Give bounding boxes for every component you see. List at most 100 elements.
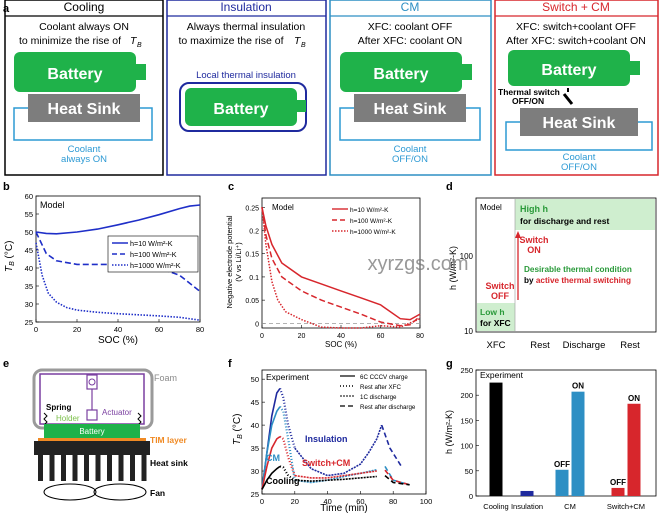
panel-b-xtick: 40	[114, 325, 122, 334]
series-label-insulation: Insulation	[305, 434, 348, 444]
insulation-line2: to maximize the rise of	[178, 35, 283, 47]
panel-c-model: Model	[272, 203, 294, 212]
panel-g-label: g	[446, 358, 453, 370]
panel-c-ytick: 0.2	[249, 229, 259, 236]
panel-b-legend-1: h=10 W/m²-K	[130, 239, 173, 248]
panel-e-label: e	[3, 358, 9, 370]
battery-cell	[44, 424, 140, 438]
panel-f-ylabel: TB (°C)	[232, 414, 244, 445]
panel-g-ytick: 250	[460, 366, 473, 375]
panel-d-xcat-2: Rest	[530, 340, 550, 351]
panel-f-xtick: 80	[389, 497, 397, 506]
panel-c-ylabel2: (V vs Li/Li⁺)	[234, 242, 243, 282]
cooling-coolant2: always ON	[61, 154, 107, 165]
panel-f-ytick: 40	[251, 421, 259, 430]
foam-label: Foam	[154, 373, 177, 383]
heatsink-base	[34, 441, 150, 455]
panel-c-xtick: 0	[260, 333, 264, 340]
series-label-cm: CM	[266, 453, 280, 463]
panel-f-series-3-phase-3	[294, 470, 377, 479]
panel-b-ytick: 55	[25, 210, 33, 219]
panel-f-ytick: 35	[251, 444, 259, 453]
cm-heatsink-label: Heat Sink	[374, 101, 447, 118]
cm-coolant2: OFF/ON	[392, 154, 428, 165]
cm-battery	[340, 52, 462, 92]
panel-b-xtick: 20	[73, 325, 81, 334]
panel-g-ytick: 200	[460, 391, 473, 400]
heatsink-fin	[95, 455, 101, 481]
panel-g-bar-label: ON	[628, 394, 640, 403]
panel-f-legend-2: Rest after XFC	[360, 384, 401, 391]
panel-e: e Foam Actuator Spring Holder Battery TI…	[3, 358, 188, 501]
cooling-title: Cooling	[64, 0, 105, 14]
panel-c-legend-1: h=10 W/m²-K	[350, 207, 389, 214]
heatsink-fin	[107, 455, 112, 481]
panel-c-legend: h=10 W/m²-K h=100 W/m²-K h=1000 W/m²-K	[332, 207, 396, 236]
panel-a-cm: CM XFC: coolant OFF After XFC: coolant O…	[329, 0, 492, 176]
panel-f: f Experiment 25 30 35 40 45 50 0 20 40 60 80 100 T…	[228, 358, 432, 514]
insulation-title: Insulation	[220, 0, 271, 14]
panel-c-xtick: 40	[337, 333, 345, 340]
switch-icon	[562, 93, 574, 105]
cm-heatsink	[354, 94, 466, 122]
high-h-desc: for discharge and rest	[520, 216, 609, 226]
watermark: xyrzgs.com	[367, 253, 468, 275]
switch-off-1: Switch	[485, 281, 514, 291]
panel-d-ytick-10: 10	[464, 327, 473, 336]
desirable-2: by active thermal switching	[524, 276, 631, 285]
insulation-battery-label: Battery	[213, 101, 268, 118]
panel-b-xtick: 80	[196, 325, 204, 334]
low-h-desc: for XFC	[480, 318, 511, 328]
switch-title: Switch + CM	[542, 0, 610, 14]
insulation-tb-sub: B	[301, 42, 306, 49]
panel-g-xcat-1: Cooling	[483, 502, 508, 511]
panel-f-series-2-phase-1	[261, 406, 281, 490]
panel-a-label: a	[3, 3, 10, 15]
panel-g-xcat-3: CM	[564, 502, 576, 511]
panel-f-experiment: Experiment	[266, 372, 310, 382]
panel-c-xtick: 60	[377, 333, 385, 340]
panel-f-axes	[261, 369, 427, 495]
desirable-1: Desirable thermal condition	[524, 265, 632, 274]
panel-b-ytick: 35	[25, 282, 33, 291]
actuator	[86, 409, 98, 421]
switch-coolant1: Coolant	[563, 152, 596, 163]
panel-f-ytick: 25	[251, 490, 259, 499]
panel-b-series-3	[35, 242, 201, 321]
panel-g-ytick: 0	[469, 492, 473, 501]
cooling-line1: Coolant always ON	[39, 21, 129, 33]
switch-heatsink-label: Heat Sink	[543, 115, 616, 132]
spring-icon	[43, 412, 142, 426]
panel-b-ytick: 30	[25, 300, 33, 309]
switch-on-2: ON	[527, 245, 541, 255]
panel-d-model: Model	[480, 203, 502, 212]
insulation-local: Local thermal insulation	[196, 70, 296, 81]
panel-c-xtick: 80	[416, 333, 424, 340]
heatsink-fin	[118, 455, 124, 481]
heatsink-fin	[84, 455, 89, 481]
cooling-tb: T	[130, 35, 138, 47]
panel-f-xtick: 20	[291, 497, 299, 506]
low-h-text: Low h	[480, 307, 505, 317]
cm-title: CM	[401, 0, 420, 14]
thermal-switch-label: Thermal switch	[498, 87, 560, 97]
actuator-label: Actuator	[102, 408, 132, 417]
panel-g-bar-2-1	[520, 490, 534, 496]
switch-heatsink	[520, 108, 638, 136]
panel-b-label: b	[3, 181, 10, 193]
panel-g-ytick: 150	[460, 416, 473, 425]
panel-c-legend-2: h=100 W/m²-K	[350, 218, 393, 225]
panel-b-legend-3: h=1000 W/m²-K	[130, 261, 181, 270]
panel-f-xlabel: Time (min)	[320, 503, 367, 514]
panel-g-xcat-2: Insulation	[511, 502, 543, 511]
panel-g-bar-label: OFF	[554, 460, 570, 469]
panel-g-ytick: 100	[460, 442, 473, 451]
thermal-switch-state: OFF/ON	[512, 96, 544, 106]
panel-b-ytick: 60	[25, 192, 33, 201]
panel-f-series-3-phase-4	[384, 469, 410, 486]
panel-b-series-1	[35, 204, 201, 235]
panel-b: b Model 25 30 35 40 45 50 55 60 0 20 40 60 80 SOC (…	[3, 181, 204, 346]
switch-battery	[508, 50, 630, 86]
switch-line1: XFC: switch+coolant OFF	[516, 21, 636, 33]
panel-f-series-2-phase-2	[279, 406, 296, 481]
